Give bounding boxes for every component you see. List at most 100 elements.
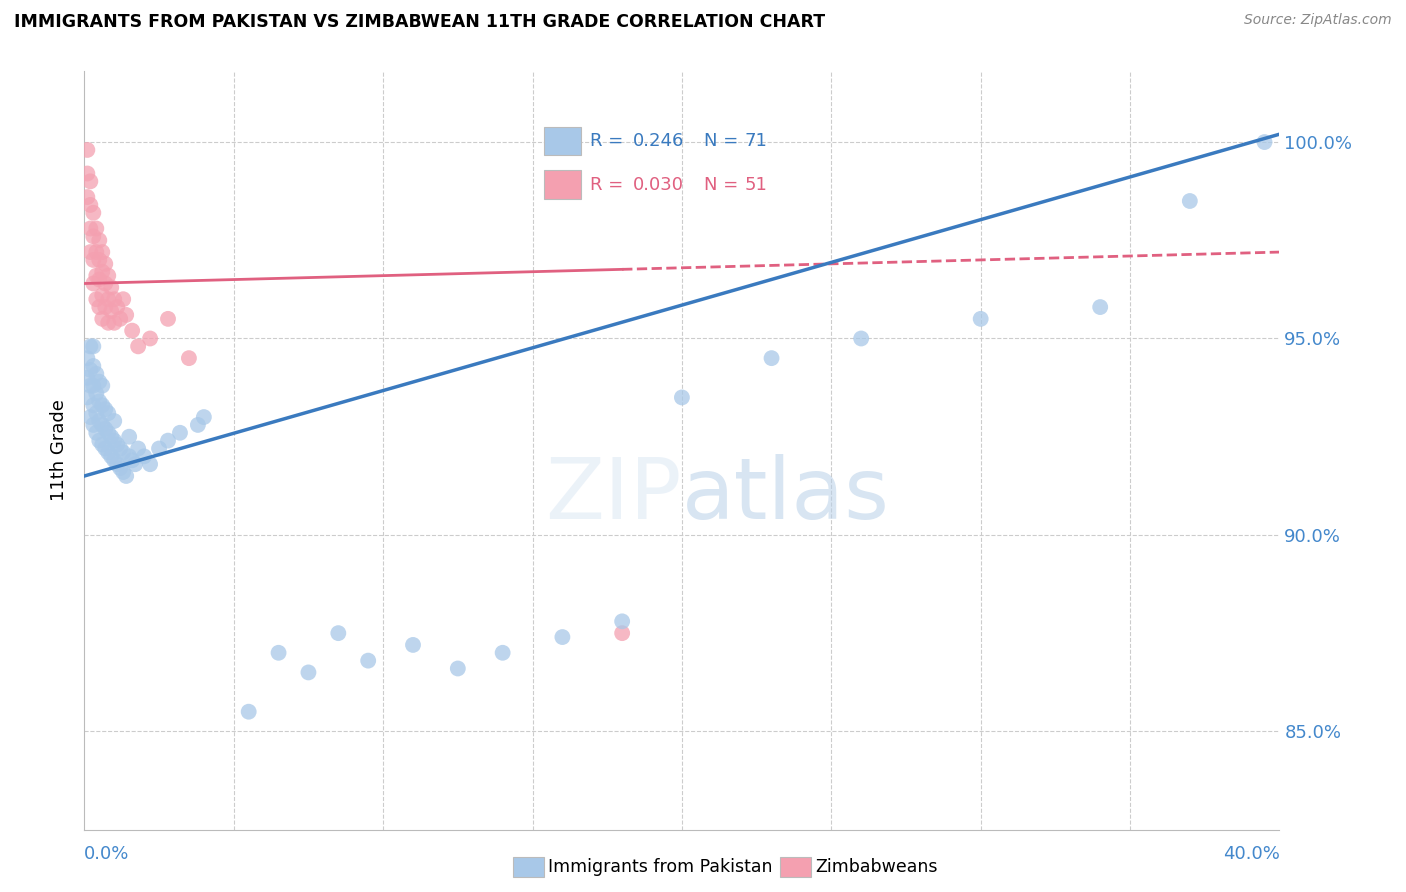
Point [94,257,117,271]
Point [671,391,693,405]
Point [94,402,117,417]
Point [91,398,114,412]
Text: 51: 51 [745,176,768,194]
Point [328,626,350,640]
Point [132,450,156,464]
Point [157,311,180,326]
Point [82,277,104,291]
Point [851,331,873,345]
Point [97,425,120,440]
Point [169,425,191,440]
Point [148,442,170,456]
FancyBboxPatch shape [544,127,581,155]
Point [115,308,138,322]
Point [91,378,114,392]
Point [110,461,132,475]
Point [1253,135,1275,149]
Point [1090,300,1112,314]
Text: 71: 71 [745,132,768,150]
Text: 0.246: 0.246 [633,132,685,150]
Point [187,417,209,432]
Point [79,174,101,188]
Point [89,252,111,267]
Point [100,450,122,464]
Point [402,638,425,652]
Point [112,465,135,479]
Point [105,300,128,314]
Point [94,442,117,456]
Point [86,367,108,381]
Point [492,646,515,660]
Point [121,453,143,467]
Point [357,654,380,668]
FancyBboxPatch shape [544,170,581,199]
Point [139,331,162,345]
Point [89,300,111,314]
Point [89,375,111,389]
Point [86,386,108,401]
Text: 0.030: 0.030 [633,176,685,194]
Point [91,265,114,279]
Point [112,445,135,459]
Point [97,268,120,283]
Point [267,646,290,660]
Text: atlas: atlas [682,454,890,538]
Point [447,661,470,675]
Point [82,339,104,353]
Point [76,391,98,405]
Point [82,359,104,373]
Point [89,434,111,448]
Point [970,311,993,326]
Point [82,252,104,267]
Point [103,434,125,448]
Point [91,288,114,302]
Point [97,316,120,330]
Point [79,198,101,212]
Point [94,422,117,436]
Text: R =: R = [591,132,623,150]
Point [79,221,101,235]
Point [76,371,98,385]
Text: ZIP: ZIP [546,454,682,538]
Text: Zimbabweans: Zimbabweans [815,858,938,876]
Point [100,280,122,294]
Text: N =: N = [704,176,738,194]
Point [89,414,111,428]
Point [110,442,132,456]
Point [79,410,101,425]
Point [86,268,108,283]
Point [193,410,215,425]
Point [89,272,111,286]
Point [76,351,98,366]
Point [139,457,162,471]
Point [79,339,101,353]
Point [82,378,104,392]
Y-axis label: 11th Grade: 11th Grade [51,400,69,501]
Point [103,292,125,306]
Point [238,705,260,719]
Point [551,630,574,644]
Point [103,414,125,428]
Text: IMMIGRANTS FROM PAKISTAN VS ZIMBABWEAN 11TH GRADE CORRELATION CHART: IMMIGRANTS FROM PAKISTAN VS ZIMBABWEAN 1… [14,13,825,31]
Point [127,339,149,353]
Point [177,351,200,366]
Point [112,292,135,306]
Point [76,167,98,181]
Point [297,665,319,680]
Point [89,394,111,409]
Point [76,143,98,157]
Point [118,430,141,444]
Point [1178,194,1201,208]
Point [91,417,114,432]
Point [157,434,180,448]
Point [124,457,146,471]
Point [103,316,125,330]
Point [97,292,120,306]
Point [110,311,132,326]
Point [121,324,143,338]
Point [105,457,128,471]
Point [612,615,634,629]
Point [82,398,104,412]
Point [82,206,104,220]
Point [79,378,101,392]
